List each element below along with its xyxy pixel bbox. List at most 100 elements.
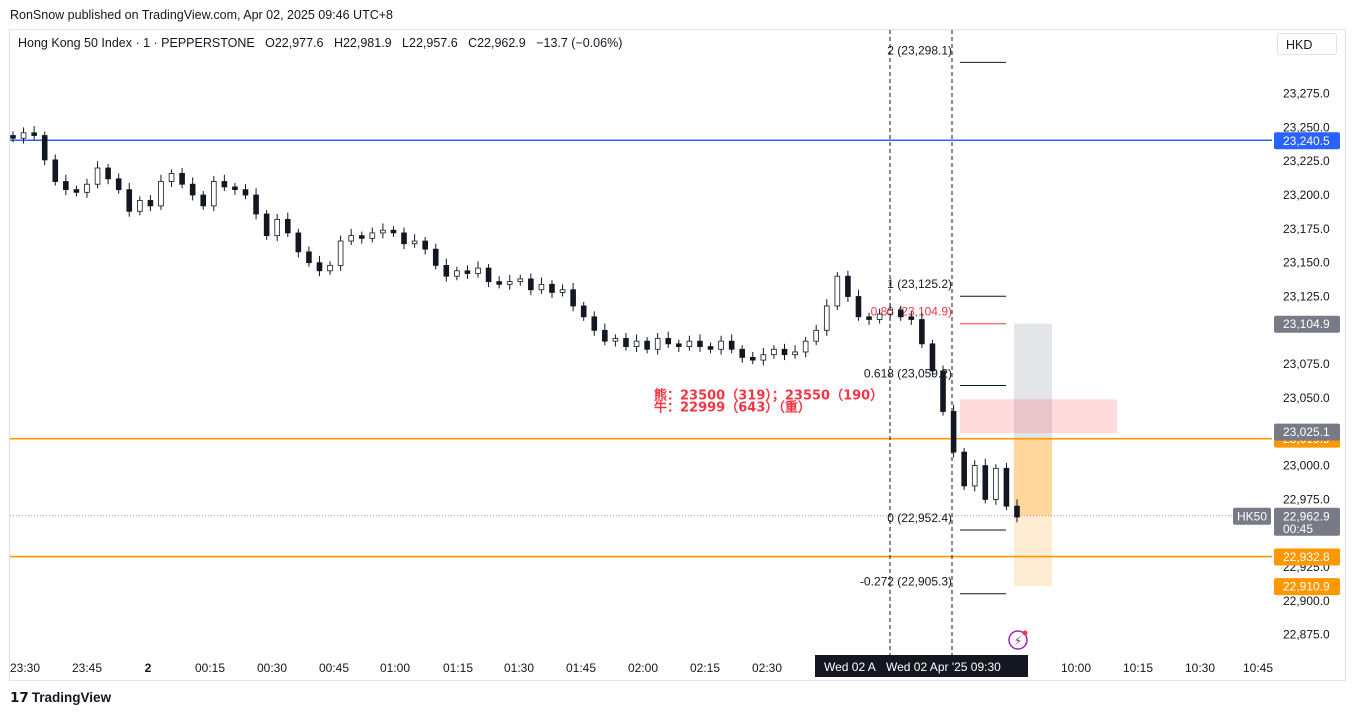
- candle-body: [31, 132, 37, 136]
- supply-zone: [960, 399, 1117, 434]
- candle-body: [73, 189, 80, 193]
- event-icon: [1008, 630, 1028, 650]
- change-value: −13.7 (−0.06%): [536, 36, 623, 50]
- candle-body: [813, 329, 819, 342]
- y-tick-label: 23,200.0: [1283, 188, 1330, 202]
- price-tag-label: 22,932.8: [1283, 550, 1330, 564]
- candle-body: [401, 232, 407, 245]
- candle-body: [940, 370, 946, 412]
- x-tick-label: 10:00: [1061, 661, 1091, 675]
- candle-body: [464, 270, 471, 274]
- y-tick-label: 23,000.0: [1283, 459, 1330, 473]
- candle-body: [528, 278, 534, 291]
- open-value: O22,977.6: [265, 36, 324, 50]
- x-tick-label: 00:45: [319, 661, 349, 675]
- tv-logo-icon: 17: [10, 690, 29, 706]
- candle-body: [221, 181, 228, 188]
- tradingview-logo[interactable]: 17 TradingView: [10, 690, 111, 706]
- symbol-title[interactable]: Hong Kong 50 Index · 1 · PEPPERSTONE: [18, 36, 255, 50]
- candle-body: [1003, 467, 1010, 507]
- close-value: C22,962.9: [468, 36, 526, 50]
- candle-body: [1014, 505, 1020, 518]
- candle-body: [749, 356, 756, 361]
- candle-body: [760, 354, 767, 361]
- candle-body: [200, 194, 207, 207]
- candle-body: [390, 229, 397, 234]
- y-tick-label: 23,225.0: [1283, 154, 1330, 168]
- candle-body: [570, 289, 576, 307]
- crosshair-date-right: Wed 02 Apr '25 09:30: [886, 660, 1001, 674]
- candle-body: [348, 235, 354, 242]
- price-tag-label: 22,962.9: [1283, 509, 1330, 523]
- candle-body: [591, 316, 598, 331]
- candle-body: [771, 348, 777, 356]
- candle-body: [147, 200, 154, 207]
- x-tick-label: 10:15: [1123, 661, 1153, 675]
- x-tick-label: 01:15: [443, 661, 473, 675]
- candle-body: [950, 411, 957, 453]
- x-tick-label: 02:30: [752, 661, 782, 675]
- tradingview-brand: TradingView: [31, 690, 112, 705]
- target-zone-filled: [1014, 438, 1052, 516]
- low-value: L22,957.6: [402, 36, 458, 50]
- price-tag: [1274, 315, 1340, 333]
- candle-body: [422, 240, 428, 250]
- y-tick-label: 23,150.0: [1283, 256, 1330, 270]
- candle-body: [961, 451, 967, 487]
- candle-body: [897, 309, 904, 318]
- candle-body: [559, 289, 566, 293]
- price-tag: [1274, 423, 1340, 441]
- candle-body: [179, 172, 185, 185]
- candle-body: [982, 465, 989, 500]
- candle-body: [823, 305, 830, 331]
- event-dot-icon: [1022, 630, 1028, 636]
- candle-body: [20, 132, 27, 139]
- x-tick-label: 01:30: [504, 661, 534, 675]
- candle-body: [369, 232, 376, 239]
- candle-body: [168, 172, 175, 182]
- candle-body: [538, 283, 545, 291]
- candle-body: [327, 264, 333, 272]
- symbol-tag: [1233, 507, 1271, 525]
- x-tick-label: 02:15: [690, 661, 720, 675]
- candle-body: [866, 316, 872, 320]
- candle-body: [337, 240, 344, 266]
- fib-level-label: 0.618 (23,059.2): [864, 367, 952, 381]
- price-tag: [1274, 548, 1340, 566]
- candle-body: [253, 194, 259, 215]
- high-value: H22,981.9: [333, 36, 392, 50]
- candle-body: [137, 200, 143, 212]
- price-tag-label: 23,240.5: [1283, 134, 1330, 148]
- x-tick-label: 01:45: [566, 661, 596, 675]
- candle-body: [929, 343, 936, 372]
- candle-body: [306, 251, 312, 264]
- candle-body: [158, 181, 164, 207]
- x-tick-label: 01:00: [380, 661, 410, 675]
- candle-body: [697, 340, 703, 347]
- y-tick-label: 23,175.0: [1283, 222, 1330, 236]
- candle-body: [993, 467, 999, 500]
- candle-body: [496, 281, 502, 285]
- candle-body: [52, 159, 59, 182]
- y-tick-label: 22,875.0: [1283, 628, 1330, 642]
- ohlc-legend: Hong Kong 50 Index · 1 · PEPPERSTONE O22…: [18, 36, 622, 50]
- candle-body: [802, 340, 809, 353]
- currency-button[interactable]: HKD: [1277, 33, 1337, 55]
- crosshair-date-box-left: [815, 655, 881, 677]
- candle-body: [728, 340, 735, 350]
- stop-zone: [1014, 323, 1052, 439]
- candle-body: [380, 229, 386, 234]
- y-tick-label: 23,275.0: [1283, 87, 1330, 101]
- bear-annotation: 熊：23500（319）；23550（190）: [654, 387, 883, 403]
- x-tick-label: 10:45: [1243, 661, 1273, 675]
- publish-info: RonSnow published on TradingView.com, Ap…: [10, 8, 394, 22]
- candle-body: [432, 248, 439, 266]
- candle-body: [63, 181, 69, 191]
- candle-body: [919, 319, 925, 345]
- candle-body: [665, 338, 672, 345]
- candle-body: [485, 267, 492, 283]
- candle-body: [644, 340, 650, 350]
- candle-body: [115, 178, 122, 191]
- bull-annotation: 牛：22999（643）（重）: [654, 399, 811, 415]
